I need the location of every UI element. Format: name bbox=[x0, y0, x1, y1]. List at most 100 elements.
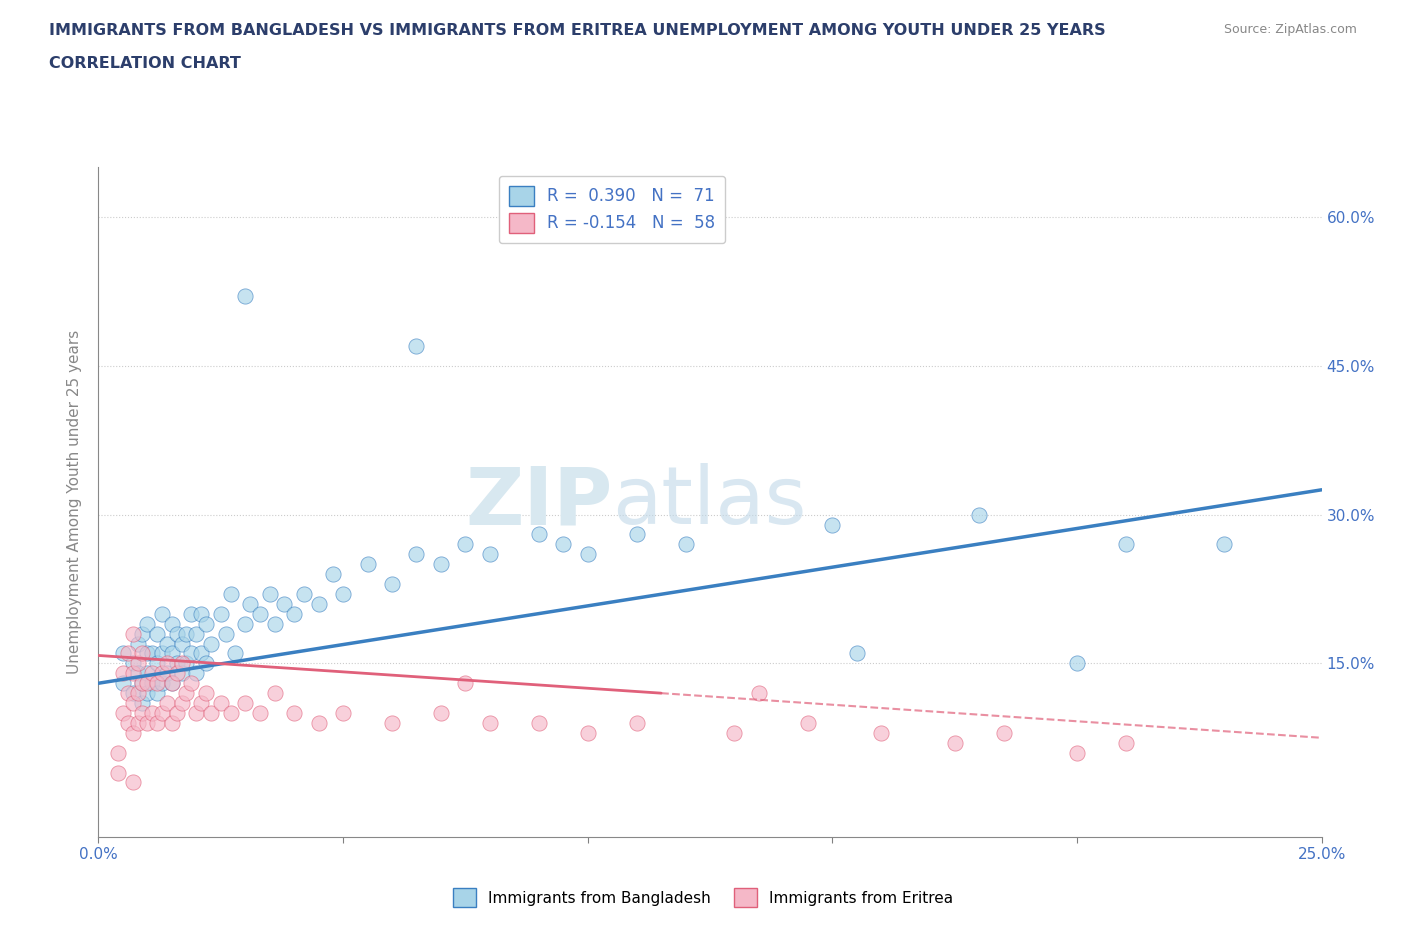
Point bbox=[292, 587, 315, 602]
Y-axis label: Unemployment Among Youth under 25 years: Unemployment Among Youth under 25 years bbox=[67, 330, 83, 674]
Point bbox=[233, 617, 256, 631]
Point bbox=[214, 626, 236, 641]
Point bbox=[121, 725, 143, 740]
Point bbox=[166, 656, 188, 671]
Point bbox=[195, 685, 218, 700]
Point bbox=[478, 715, 501, 730]
Point bbox=[131, 676, 153, 691]
Point bbox=[224, 646, 246, 661]
Point bbox=[136, 617, 159, 631]
Text: atlas: atlas bbox=[612, 463, 807, 541]
Point bbox=[160, 715, 183, 730]
Point bbox=[405, 339, 427, 353]
Point bbox=[249, 606, 271, 621]
Point bbox=[156, 636, 179, 651]
Point bbox=[160, 676, 183, 691]
Point bbox=[117, 646, 139, 661]
Point bbox=[186, 666, 208, 681]
Point bbox=[156, 656, 179, 671]
Point bbox=[121, 626, 143, 641]
Point bbox=[160, 646, 183, 661]
Point bbox=[146, 626, 169, 641]
Point bbox=[150, 676, 173, 691]
Point bbox=[845, 646, 868, 661]
Point bbox=[967, 507, 990, 522]
Point bbox=[209, 696, 232, 711]
Point bbox=[121, 656, 143, 671]
Point bbox=[283, 706, 305, 721]
Point bbox=[190, 696, 212, 711]
Point bbox=[131, 696, 153, 711]
Point bbox=[160, 676, 183, 691]
Point bbox=[141, 646, 163, 661]
Point bbox=[993, 725, 1015, 740]
Point bbox=[111, 666, 134, 681]
Point bbox=[121, 666, 143, 681]
Point bbox=[166, 706, 188, 721]
Point bbox=[111, 646, 134, 661]
Point bbox=[107, 745, 129, 760]
Point bbox=[381, 715, 404, 730]
Point bbox=[180, 606, 202, 621]
Point bbox=[156, 666, 179, 681]
Point bbox=[219, 706, 242, 721]
Point bbox=[136, 715, 159, 730]
Point bbox=[273, 596, 295, 611]
Legend: R =  0.390   N =  71, R = -0.154   N =  58: R = 0.390 N = 71, R = -0.154 N = 58 bbox=[499, 176, 725, 243]
Point bbox=[141, 676, 163, 691]
Point bbox=[141, 706, 163, 721]
Point bbox=[136, 646, 159, 661]
Point bbox=[283, 606, 305, 621]
Point bbox=[821, 517, 844, 532]
Point bbox=[259, 587, 281, 602]
Point bbox=[111, 706, 134, 721]
Point bbox=[180, 646, 202, 661]
Point bbox=[233, 289, 256, 304]
Point bbox=[136, 666, 159, 681]
Point bbox=[675, 537, 697, 551]
Point bbox=[136, 676, 159, 691]
Point bbox=[121, 775, 143, 790]
Point bbox=[322, 566, 344, 581]
Point bbox=[626, 527, 648, 542]
Point bbox=[190, 606, 212, 621]
Point bbox=[576, 725, 599, 740]
Point bbox=[186, 626, 208, 641]
Point bbox=[249, 706, 271, 721]
Point bbox=[176, 685, 198, 700]
Point bbox=[527, 715, 550, 730]
Point bbox=[166, 666, 188, 681]
Point bbox=[723, 725, 745, 740]
Point bbox=[576, 547, 599, 562]
Point bbox=[160, 617, 183, 631]
Point bbox=[136, 685, 159, 700]
Point bbox=[870, 725, 893, 740]
Point bbox=[127, 636, 149, 651]
Point bbox=[1115, 537, 1137, 551]
Point bbox=[127, 715, 149, 730]
Point bbox=[121, 685, 143, 700]
Point bbox=[1115, 736, 1137, 751]
Point bbox=[127, 656, 149, 671]
Point bbox=[381, 577, 404, 591]
Point bbox=[1212, 537, 1234, 551]
Point bbox=[150, 666, 173, 681]
Point bbox=[209, 606, 232, 621]
Point bbox=[166, 626, 188, 641]
Point bbox=[146, 656, 169, 671]
Point bbox=[263, 617, 285, 631]
Point bbox=[405, 547, 427, 562]
Point bbox=[186, 706, 208, 721]
Point bbox=[170, 696, 193, 711]
Text: ZIP: ZIP bbox=[465, 463, 612, 541]
Point bbox=[943, 736, 966, 751]
Text: Source: ZipAtlas.com: Source: ZipAtlas.com bbox=[1223, 23, 1357, 36]
Point bbox=[748, 685, 770, 700]
Point bbox=[117, 685, 139, 700]
Point bbox=[797, 715, 820, 730]
Point bbox=[180, 676, 202, 691]
Point bbox=[233, 696, 256, 711]
Point bbox=[150, 646, 173, 661]
Point bbox=[127, 685, 149, 700]
Point bbox=[356, 557, 378, 572]
